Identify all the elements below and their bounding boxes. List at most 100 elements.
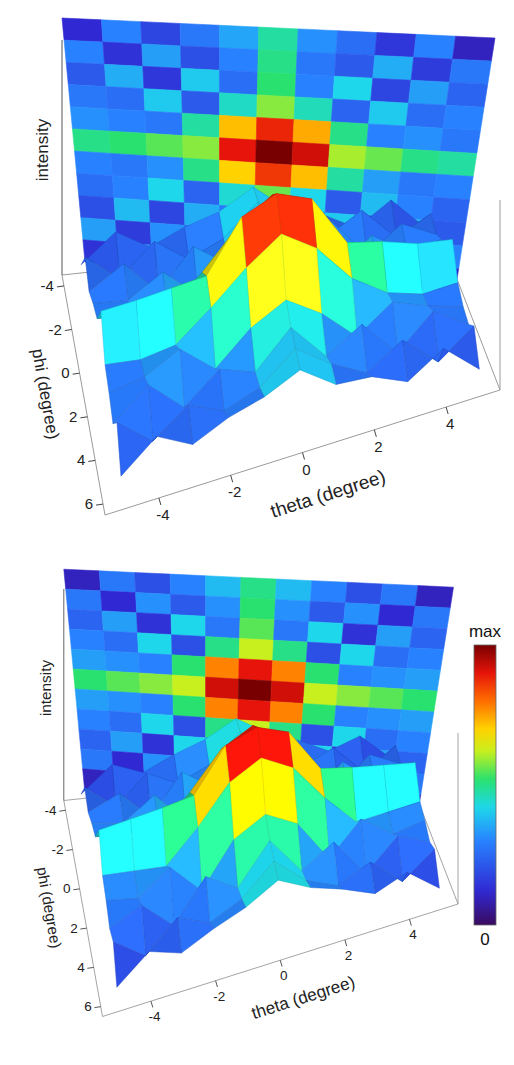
- surface-patch: [88, 793, 123, 823]
- surface-patch: [153, 405, 193, 444]
- y-tick-label: 0: [61, 364, 69, 381]
- map-cell: [302, 704, 336, 727]
- map-cell: [373, 646, 409, 669]
- map-cell: [446, 82, 487, 107]
- z-axis-title: intensity: [33, 118, 52, 181]
- surface-patch: [402, 849, 439, 888]
- map-cell: [415, 586, 453, 608]
- x-tick-label: 4: [446, 415, 454, 432]
- y-tick: [73, 373, 80, 374]
- map-cell: [437, 151, 477, 176]
- surface-patch: [242, 861, 278, 907]
- surface-patch: [99, 819, 134, 875]
- x-axis-title: theta (degree): [249, 972, 357, 1023]
- x-tick: [446, 407, 448, 414]
- map-cell: [135, 572, 171, 594]
- surface-patch: [89, 264, 128, 304]
- surface-patch: [403, 340, 444, 381]
- map-cell: [336, 685, 371, 708]
- y-tick: [66, 849, 72, 851]
- map-cell: [296, 52, 336, 77]
- map-cell: [406, 103, 446, 128]
- map-cell: [103, 42, 143, 66]
- map-cell: [240, 577, 276, 599]
- map-cell: [170, 574, 205, 596]
- x-tick: [345, 940, 347, 946]
- map-cell: [108, 109, 146, 133]
- y-tick: [80, 417, 87, 418]
- map-cell: [239, 659, 273, 681]
- map-cell: [64, 569, 101, 591]
- map-cell: [375, 33, 416, 58]
- map-cell: [303, 683, 337, 706]
- x-axis-title: theta (degree): [268, 466, 388, 522]
- map-cell: [271, 681, 305, 703]
- x-tick: [231, 475, 233, 482]
- map-cell: [443, 105, 484, 130]
- map-cell: [72, 129, 110, 153]
- map-cell: [292, 142, 330, 167]
- panel: -4-2024-4-20246theta (degree)phi (degree…: [34, 569, 458, 1024]
- surface-patch: [178, 918, 214, 953]
- box-frame: [64, 589, 458, 1017]
- map-cell: [275, 579, 311, 601]
- map-cell: [171, 614, 205, 636]
- map-cell: [340, 644, 376, 667]
- map-cell: [257, 72, 296, 97]
- map-cell: [331, 99, 370, 124]
- map-cell: [414, 34, 456, 59]
- x-tick: [374, 430, 376, 437]
- z-axis-line: [62, 40, 63, 275]
- map-cell: [238, 679, 272, 701]
- box-edge: [500, 200, 501, 390]
- map-cell: [220, 160, 256, 185]
- map-cell: [258, 27, 298, 52]
- map-cell: [306, 642, 341, 664]
- map-cell: [371, 78, 411, 103]
- y-tick: [59, 810, 65, 812]
- x-tick-label: -4: [156, 506, 169, 523]
- map-cell: [71, 649, 106, 671]
- map-cell: [68, 85, 107, 109]
- map-cell: [295, 74, 334, 99]
- y-tick-label: 6: [84, 999, 92, 1014]
- y-tick-label: -4: [41, 277, 54, 294]
- y-tick: [73, 888, 79, 890]
- map-cell: [334, 53, 374, 78]
- y-tick: [65, 330, 72, 331]
- map-cell: [77, 709, 111, 731]
- surface-patch: [224, 388, 264, 418]
- map-cell: [206, 616, 240, 638]
- surface-patch: [103, 871, 138, 901]
- map-cell: [338, 665, 373, 688]
- y-tick-label: 0: [63, 881, 71, 896]
- map-cell: [137, 633, 171, 655]
- surface-patch: [113, 942, 149, 987]
- map-cell: [142, 44, 181, 68]
- map-cell: [325, 190, 362, 215]
- map-cell: [293, 120, 331, 145]
- surface-patch: [423, 283, 464, 307]
- map-cell: [401, 689, 437, 712]
- y-tick: [94, 1006, 100, 1008]
- map-cell: [173, 695, 206, 717]
- map-cell: [371, 666, 407, 689]
- map-cell: [453, 36, 495, 61]
- map-cell: [294, 97, 333, 122]
- map-cell: [75, 151, 113, 176]
- x-tick: [216, 981, 218, 987]
- y-tick: [87, 967, 93, 969]
- map-cell: [141, 713, 174, 735]
- map-cell: [404, 668, 440, 691]
- map-cell: [138, 653, 172, 675]
- surface-patch: [215, 328, 255, 372]
- map-cell: [408, 80, 449, 105]
- map-cell: [240, 618, 275, 640]
- x-tick: [151, 1001, 153, 1007]
- map-cell: [105, 651, 140, 673]
- map-cell: [73, 669, 108, 691]
- map-cell: [106, 87, 145, 111]
- x-tick-label: -2: [228, 483, 241, 500]
- map-cell: [219, 115, 256, 140]
- x-tick-label: 2: [345, 948, 353, 963]
